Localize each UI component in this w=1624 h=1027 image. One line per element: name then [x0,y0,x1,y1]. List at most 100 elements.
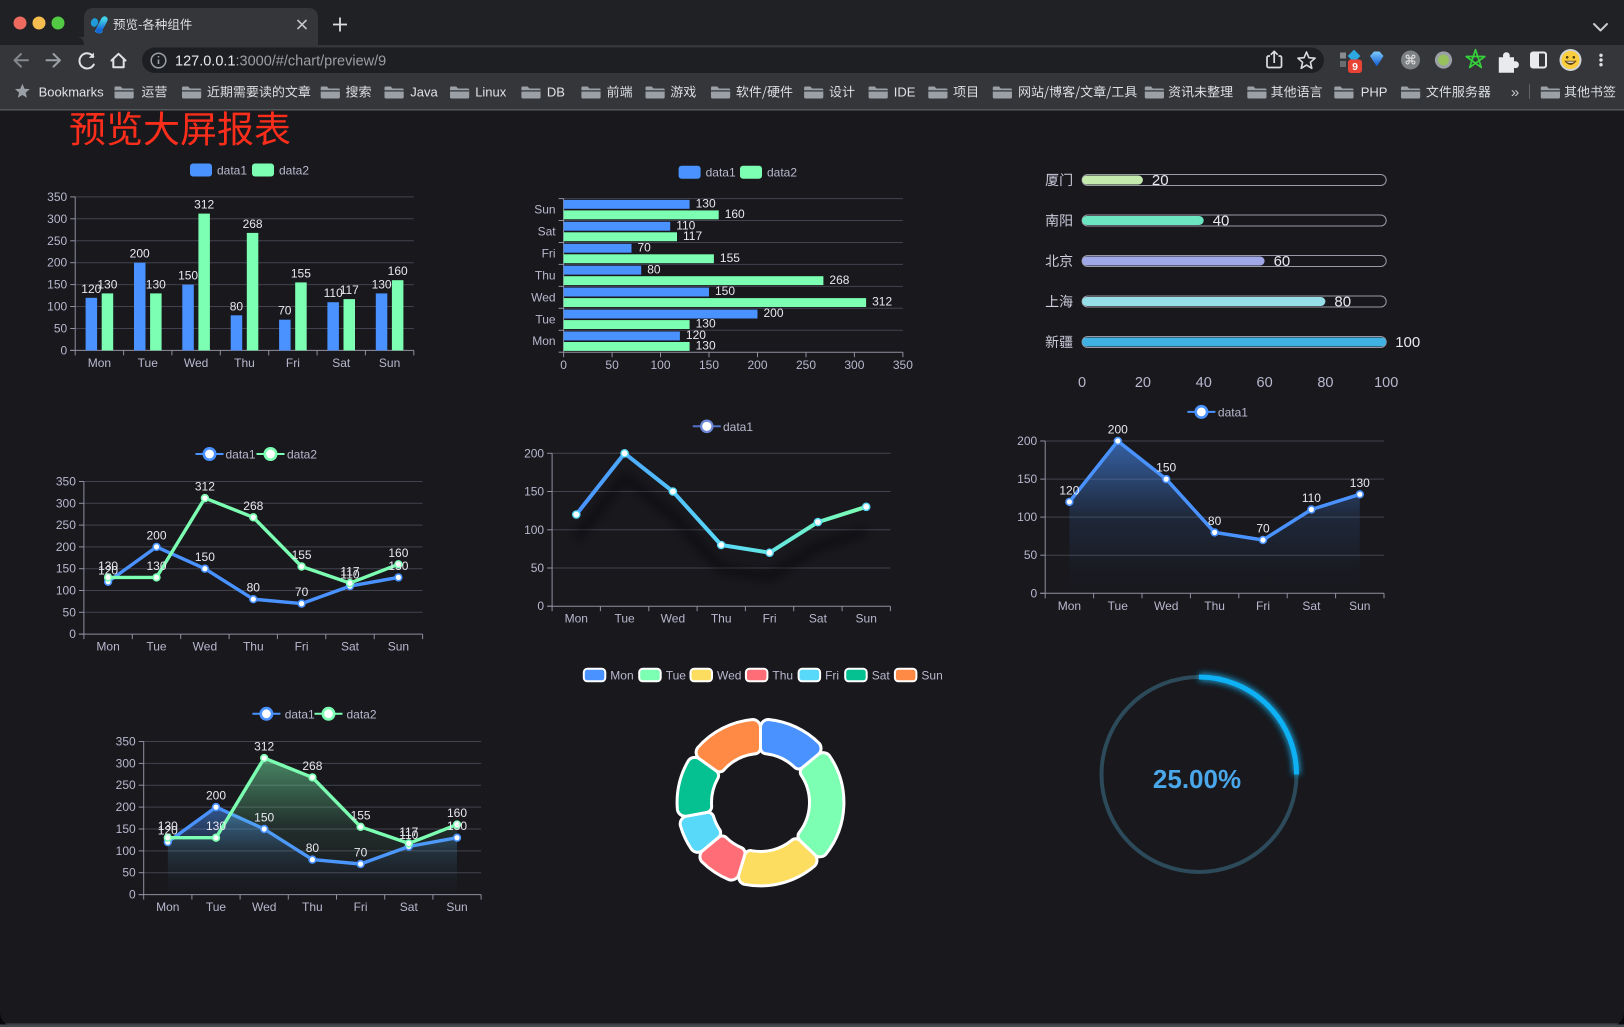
svg-text:200: 200 [1017,434,1037,448]
svg-text:70: 70 [295,585,309,599]
svg-text:Fri: Fri [542,247,556,261]
svg-text:Sat: Sat [341,640,360,654]
svg-text:130: 130 [372,277,392,291]
svg-text:100: 100 [116,844,136,858]
svg-text:70: 70 [278,304,292,318]
svg-text:Mon: Mon [610,669,633,683]
svg-text:Wed: Wed [184,356,208,370]
svg-text:150: 150 [178,269,198,283]
svg-text:200: 200 [116,800,136,814]
svg-text:⌘: ⌘ [1404,53,1417,68]
svg-text:Sat: Sat [1302,599,1321,613]
svg-text:20: 20 [1135,375,1151,391]
svg-text:80: 80 [647,262,661,276]
svg-text:0: 0 [129,888,136,902]
svg-text:Fri: Fri [825,669,839,683]
svg-text:150: 150 [699,358,719,372]
svg-text:160: 160 [725,207,745,221]
svg-text:Tue: Tue [1108,599,1129,613]
svg-text:200: 200 [56,540,76,554]
svg-text:200: 200 [146,528,166,542]
svg-text:100: 100 [650,358,670,372]
svg-text:data2: data2 [287,448,317,462]
svg-text:Thu: Thu [535,268,556,282]
svg-text:110: 110 [399,828,418,842]
svg-text:Sat: Sat [872,669,891,683]
svg-text:60: 60 [1274,253,1291,270]
svg-text:130: 130 [447,819,467,833]
svg-text:150: 150 [1156,461,1176,475]
svg-text:Sat: Sat [332,356,351,370]
svg-text:80: 80 [1317,375,1333,391]
svg-text:Wed: Wed [661,612,685,626]
svg-text:Sun: Sun [379,356,400,370]
svg-text:Wed: Wed [717,669,741,683]
svg-text:130: 130 [1350,476,1370,490]
svg-text:300: 300 [116,756,136,770]
svg-text:70: 70 [638,240,652,254]
svg-text:150: 150 [524,485,544,499]
svg-text:110: 110 [1302,491,1321,505]
svg-text:130: 130 [696,317,716,331]
svg-text:Fri: Fri [286,356,300,370]
svg-text:50: 50 [1024,548,1038,562]
svg-text:150: 150 [56,562,76,576]
svg-text:Tue: Tue [138,356,159,370]
svg-text:250: 250 [56,518,76,532]
svg-text:200: 200 [47,256,67,270]
svg-text:Mon: Mon [96,640,119,654]
svg-text:160: 160 [388,264,408,278]
svg-text:200: 200 [130,247,150,261]
svg-text:Wed: Wed [252,900,276,914]
svg-text:»: » [1511,84,1519,101]
svg-text:data1: data1 [1218,405,1248,419]
svg-text:data1: data1 [226,448,256,462]
svg-text:127.0.0.1:3000/#/chart/preview: 127.0.0.1:3000/#/chart/preview/9 [175,54,386,70]
svg-text:IDE: IDE [894,85,916,100]
svg-text:130: 130 [696,339,716,353]
svg-text:80: 80 [306,841,320,855]
svg-text:130: 130 [98,559,118,573]
svg-text:Mon: Mon [88,356,111,370]
svg-text:9: 9 [1352,61,1358,73]
svg-text:350: 350 [56,475,76,489]
svg-text:350: 350 [47,190,67,204]
svg-text:Sat: Sat [400,900,419,914]
svg-text:100: 100 [56,584,76,598]
svg-text:Fri: Fri [354,900,368,914]
svg-text:200: 200 [206,789,226,803]
svg-text:117: 117 [683,229,702,243]
svg-text:Fri: Fri [763,612,777,626]
svg-text:Sat: Sat [538,225,557,239]
svg-text:200: 200 [747,358,767,372]
svg-text:Fri: Fri [1256,599,1270,613]
svg-text:268: 268 [829,273,849,287]
svg-text:100: 100 [47,300,67,314]
svg-text:Thu: Thu [1204,599,1225,613]
svg-text:350: 350 [893,358,913,372]
svg-text:Thu: Thu [711,612,732,626]
svg-text:80: 80 [247,581,261,595]
svg-text:data1: data1 [217,164,247,178]
svg-text:50: 50 [63,605,77,619]
svg-text:130: 130 [206,819,226,833]
svg-text:300: 300 [47,212,67,226]
svg-text:155: 155 [292,548,312,562]
svg-text:Sun: Sun [856,612,877,626]
svg-text:Sun: Sun [446,900,467,914]
svg-text:data1: data1 [706,166,736,180]
svg-text:50: 50 [531,561,545,575]
svg-text:300: 300 [844,358,864,372]
svg-text:155: 155 [351,808,371,822]
svg-text:Mon: Mon [532,334,555,348]
svg-text:350: 350 [116,735,136,749]
svg-text:data1: data1 [285,707,315,721]
svg-text:Sun: Sun [921,669,942,683]
svg-text:250: 250 [47,234,67,248]
svg-text:Mon: Mon [565,612,588,626]
svg-text:130: 130 [158,819,178,833]
svg-text:150: 150 [47,278,67,292]
svg-text:117: 117 [340,565,359,579]
svg-text:150: 150 [116,822,136,836]
svg-text:120: 120 [98,563,118,577]
